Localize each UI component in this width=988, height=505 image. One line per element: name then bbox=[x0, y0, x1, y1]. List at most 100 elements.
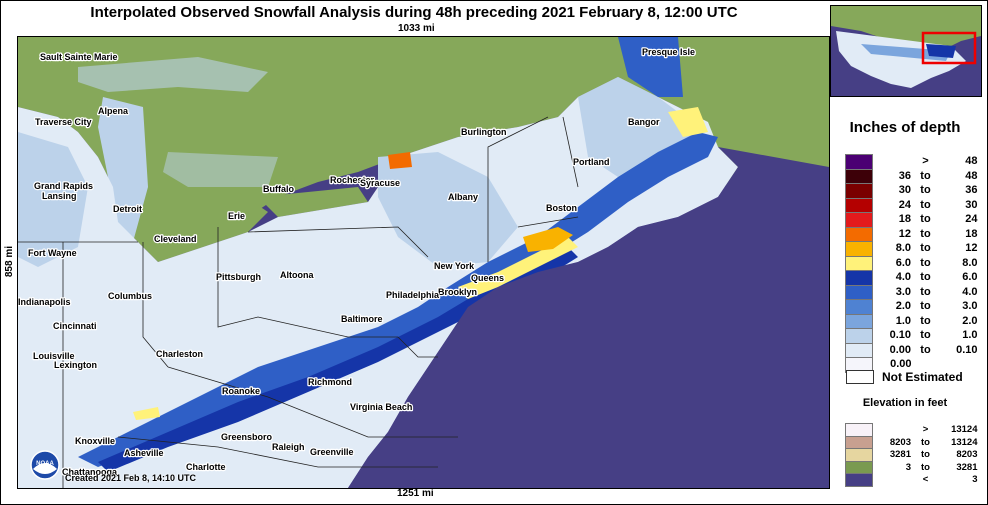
elevation-row: 8203 to 13124 bbox=[845, 435, 978, 449]
city-label: Greensboro bbox=[221, 432, 273, 442]
lake-ontario bbox=[258, 187, 368, 217]
elevation-row: <3 bbox=[845, 473, 978, 487]
city-label: Burlington bbox=[461, 127, 507, 137]
legend-swatch bbox=[845, 299, 873, 315]
legend-row: 36 to 48 bbox=[845, 168, 978, 184]
legend-swatch bbox=[845, 313, 873, 329]
legend-row: 3.0 to 4.0 bbox=[845, 284, 978, 300]
city-label: Richmond bbox=[308, 377, 352, 387]
city-label: Cincinnati bbox=[53, 321, 97, 331]
elevation-swatch bbox=[845, 423, 873, 437]
lake-superior bbox=[78, 57, 268, 92]
snow-nyc-yellow-band bbox=[458, 237, 578, 299]
snow-syracuse-orange bbox=[388, 152, 412, 169]
legend-row: 0.00 to 0.10 bbox=[845, 342, 978, 358]
city-label: Syracuse bbox=[360, 178, 400, 188]
legend-swatch bbox=[845, 183, 873, 199]
svg-text:NOAA: NOAA bbox=[36, 461, 54, 467]
city-label: Philadelphia bbox=[386, 290, 440, 300]
city-label: Lansing bbox=[42, 191, 77, 201]
legend-title: Inches of depth bbox=[849, 119, 961, 136]
legend-swatch bbox=[845, 226, 873, 242]
locator-map-canvas bbox=[831, 6, 981, 96]
city-label: Columbus bbox=[108, 291, 152, 301]
city-label: Brooklyn bbox=[438, 287, 477, 297]
locator-inset-map[interactable] bbox=[830, 5, 982, 97]
snowfall-map[interactable]: Sault Sainte Marie Presque Isle Alpena T… bbox=[17, 36, 830, 489]
snow-depth-legend: >48 36 to 48 30 to 36 24 to 30 18 to 24 12 to 18 8… bbox=[845, 154, 978, 373]
elevation-row: >13124 bbox=[845, 423, 978, 437]
legend-swatch bbox=[845, 168, 873, 184]
city-label: Knoxville bbox=[75, 436, 115, 446]
city-label: Sault Sainte Marie bbox=[40, 52, 118, 62]
legend-swatch bbox=[845, 328, 873, 344]
city-label: Traverse City bbox=[35, 117, 92, 127]
elevation-row: 3281 to 8203 bbox=[845, 448, 978, 462]
city-label: Portland bbox=[573, 157, 610, 167]
snow-ny-region bbox=[378, 152, 518, 267]
lake-huron-area bbox=[163, 152, 278, 187]
city-label: Chattanooga bbox=[62, 467, 118, 477]
snow-trace-region bbox=[18, 77, 738, 488]
legend-swatch bbox=[845, 342, 873, 358]
legend-row: 2.0 to 3.0 bbox=[845, 299, 978, 315]
city-label: Buffalo bbox=[263, 184, 294, 194]
legend-swatch bbox=[845, 197, 873, 213]
noaa-logo: NOAA bbox=[30, 450, 60, 480]
elevation-swatch bbox=[845, 460, 873, 474]
legend-row: 8.0 to 12 bbox=[845, 241, 978, 257]
city-label: Altoona bbox=[280, 270, 314, 280]
legend-row: 0.00 bbox=[845, 357, 978, 373]
legend-swatch bbox=[845, 154, 873, 170]
city-label: Baltimore bbox=[341, 314, 383, 324]
inset-highlight-box bbox=[921, 31, 977, 65]
legend-swatch bbox=[845, 212, 873, 228]
city-label: Detroit bbox=[113, 204, 142, 214]
city-label: Fort Wayne bbox=[28, 248, 77, 258]
city-label: Raleigh bbox=[272, 442, 305, 452]
city-label: Boston bbox=[546, 203, 577, 213]
city-label: Greenville bbox=[310, 447, 354, 457]
city-label: Rochester bbox=[330, 175, 375, 185]
legend-row: 4.0 to 6.0 bbox=[845, 270, 978, 286]
snow-li-orange-patch bbox=[523, 227, 573, 252]
snow-appalachia-yellow bbox=[133, 407, 160, 420]
lake-erie bbox=[138, 217, 248, 262]
city-label: Roanoke bbox=[222, 386, 260, 396]
legend-swatch bbox=[845, 284, 873, 300]
city-label: Cleveland bbox=[154, 234, 197, 244]
snow-main-band bbox=[78, 132, 718, 467]
legend-row: 6.0 to 8.0 bbox=[845, 255, 978, 271]
city-label: Albany bbox=[448, 192, 478, 202]
legend-swatch bbox=[845, 255, 873, 271]
snow-michigan-band bbox=[18, 132, 88, 267]
not-estimated-legend: Not Estimated bbox=[846, 370, 963, 384]
state-boundaries bbox=[18, 116, 579, 488]
city-label: Erie bbox=[228, 211, 245, 221]
legend-swatch bbox=[845, 241, 873, 257]
legend-swatch bbox=[845, 270, 873, 286]
bottom-distance-label: 1251 mi bbox=[397, 488, 434, 499]
snow-heavy-band bbox=[98, 247, 578, 472]
map-canvas: Sault Sainte Marie Presque Isle Alpena T… bbox=[18, 37, 829, 488]
legend-row: >48 bbox=[845, 154, 978, 170]
city-label: Alpena bbox=[98, 106, 129, 116]
city-label: Charlotte bbox=[186, 462, 226, 472]
city-label: Pittsburgh bbox=[216, 272, 261, 282]
elevation-row: 3 to 3281 bbox=[845, 460, 978, 474]
city-label: Queens bbox=[471, 273, 504, 283]
elevation-swatch bbox=[845, 435, 873, 449]
city-label: New York bbox=[434, 261, 475, 271]
legend-row: 18 to 24 bbox=[845, 212, 978, 228]
legend-row: 0.10 to 1.0 bbox=[845, 328, 978, 344]
snow-bangor-yellow bbox=[668, 107, 708, 137]
elevation-legend: >13124 8203 to 13124 3281 to 8203 3 to 3281 <3 bbox=[845, 423, 978, 487]
city-label: Virginia Beach bbox=[350, 402, 412, 412]
top-distance-label: 1033 mi bbox=[398, 23, 435, 34]
legend-row: 1.0 to 2.0 bbox=[845, 313, 978, 329]
snow-north-maine bbox=[618, 37, 683, 97]
city-label: Bangor bbox=[628, 117, 660, 127]
elevation-swatch bbox=[845, 448, 873, 462]
city-label: Lexington bbox=[54, 360, 97, 370]
